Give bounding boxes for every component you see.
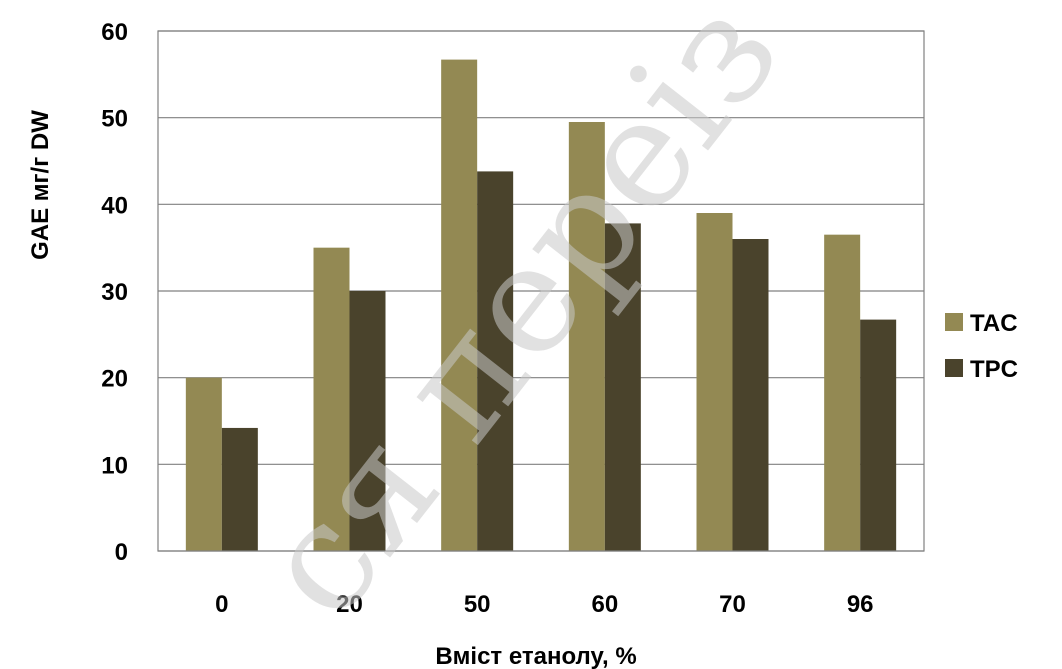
bar-tpc-50	[477, 171, 514, 551]
legend-label-tac: TAC	[970, 310, 1018, 337]
x-axis-title: Вміст етанолу, %	[435, 643, 636, 669]
legend-swatch-tpc	[945, 359, 963, 377]
x-tick-label: 70	[719, 591, 746, 618]
x-tick-label: 0	[215, 591, 228, 618]
bar-tac-70	[696, 213, 733, 551]
y-tick-label: 30	[101, 279, 128, 306]
bars	[185, 59, 897, 551]
y-tick-label: 0	[115, 539, 128, 566]
x-axis-tick-labels: 0 20 50 60 70 96	[215, 591, 873, 618]
y-tick-label: 20	[101, 366, 128, 393]
x-tick-label: 96	[847, 591, 874, 618]
bar-tac-20	[313, 247, 350, 551]
y-tick-label: 10	[101, 452, 128, 479]
y-axis-tick-labels: 0 10 20 30 40 50 60	[101, 19, 128, 566]
bar-tpc-20	[349, 291, 386, 551]
bar-tpc-96	[860, 319, 897, 551]
x-tick-label: 50	[464, 591, 491, 618]
bar-tpc-60	[604, 223, 641, 551]
bar-tpc-70	[732, 239, 769, 551]
x-tick-label: 60	[591, 591, 618, 618]
legend-label-tpc: TPC	[970, 356, 1018, 383]
y-tick-label: 40	[101, 192, 128, 219]
legend-swatch-tac	[945, 313, 963, 331]
bar-tac-50	[441, 59, 478, 551]
x-tick-label: 20	[336, 591, 363, 618]
bar-tac-0	[185, 377, 222, 551]
bar-tac-96	[824, 234, 861, 551]
y-axis-title: GAE мг/г DW	[27, 110, 54, 260]
bar-tpc-0	[221, 427, 258, 551]
plot-area-frame	[157, 30, 925, 552]
legend: TAC TPC	[945, 310, 1018, 383]
y-tick-label: 50	[101, 106, 128, 133]
y-tick-label: 60	[101, 19, 128, 46]
bar-tac-60	[568, 122, 605, 551]
